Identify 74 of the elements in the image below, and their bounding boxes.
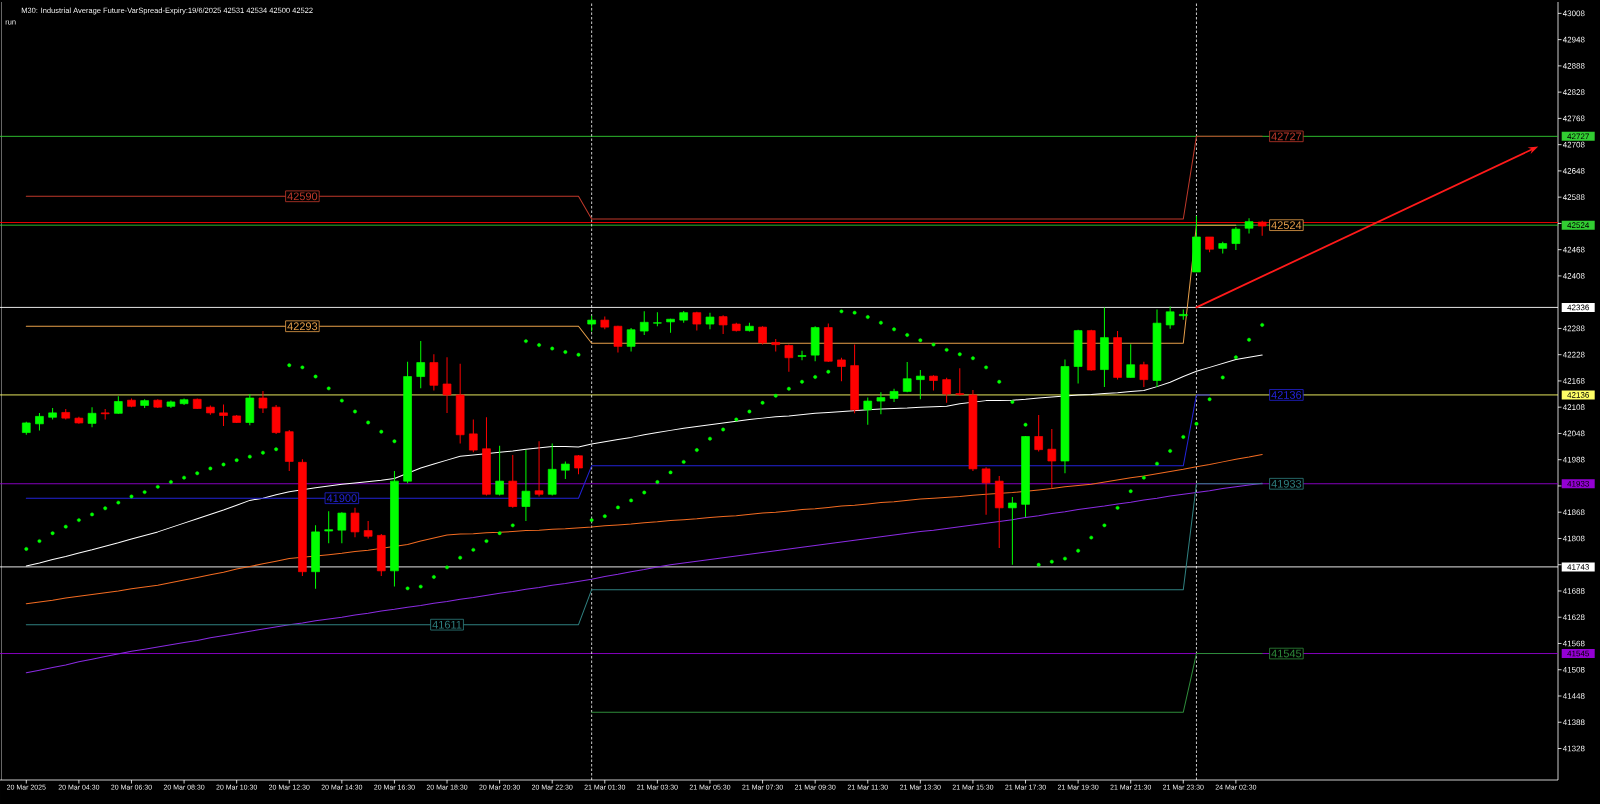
annotation: 42136	[1271, 391, 1302, 399]
candlestick	[469, 418, 478, 453]
y-tick-label: 41508	[1562, 666, 1585, 673]
candlestick	[442, 356, 452, 414]
candlestick	[784, 344, 794, 373]
candlestick	[718, 314, 728, 335]
y-tick-label: 42588	[1562, 194, 1585, 200]
candlestick	[87, 406, 97, 428]
candlestick	[837, 357, 846, 382]
ref-line-label: 41545	[1567, 650, 1589, 657]
annotation: 42524	[1271, 221, 1302, 230]
ref-line-label: 42524	[1567, 222, 1590, 228]
candlestick	[1126, 343, 1135, 378]
annotation: 41545	[1271, 649, 1302, 658]
y-tick-label: 41808	[1562, 535, 1585, 542]
y-tick-label: 41688	[1562, 588, 1585, 594]
candlestick	[495, 445, 504, 497]
candlestick	[1231, 226, 1241, 251]
candlestick	[1165, 306, 1175, 330]
candlestick	[863, 397, 873, 426]
y-tick-label: 42408	[1562, 273, 1585, 279]
y-tick-label: 42888	[1562, 63, 1585, 69]
candlestick	[324, 510, 333, 544]
ref-line-label: 42136	[1567, 392, 1589, 398]
candlestick	[916, 369, 925, 400]
candlestick	[258, 390, 268, 414]
candlestick	[981, 466, 991, 516]
candlestick	[639, 310, 649, 336]
ref-line-label: 41743	[1567, 564, 1589, 570]
y-tick-label: 43008	[1562, 10, 1585, 17]
candlestick	[1139, 361, 1149, 388]
y-tick-label: 42228	[1562, 351, 1585, 358]
y-tick-label: 42048	[1562, 430, 1585, 437]
candlestick	[902, 361, 912, 393]
annotation: 42727	[1271, 132, 1302, 141]
y-tick-label: 42288	[1562, 325, 1585, 332]
candlestick	[876, 391, 886, 415]
candlestick	[416, 340, 426, 389]
y-tick-label: 42948	[1562, 36, 1585, 43]
candlestick	[219, 404, 228, 427]
candlestick	[534, 440, 544, 497]
candlestick	[955, 367, 965, 397]
y-tick-label: 42168	[1562, 378, 1585, 384]
y-tick-label: 42708	[1562, 141, 1585, 148]
annotation: 41933	[1271, 479, 1302, 488]
y-tick-label: 41628	[1562, 614, 1585, 621]
y-tick-label: 41388	[1562, 719, 1585, 726]
candlestick	[1244, 217, 1254, 234]
candlestick	[337, 511, 347, 544]
y-tick-label: 42828	[1562, 89, 1585, 95]
y-tick-label: 42648	[1562, 168, 1585, 174]
ref-line-label: 41933	[1567, 480, 1589, 487]
y-tick-label: 41328	[1562, 745, 1585, 752]
candlestick	[521, 449, 531, 522]
candlestick	[1047, 428, 1057, 489]
candlestick	[1034, 414, 1043, 452]
y-tick-label: 41988	[1562, 456, 1585, 463]
y-tick-label: 41448	[1562, 693, 1585, 699]
candlestick	[1008, 496, 1017, 566]
ref-line-label: 42727	[1567, 133, 1589, 140]
candlestick	[797, 350, 807, 361]
candlestick	[626, 327, 636, 353]
y-tick-label: 41568	[1562, 640, 1585, 647]
ref-line-label: 42336	[1567, 304, 1589, 311]
y-tick-label: 42108	[1562, 404, 1585, 411]
candlestick	[429, 353, 439, 392]
y-tick-label: 42768	[1562, 115, 1585, 122]
y-tick-label: 42468	[1562, 246, 1585, 253]
candlestick	[363, 520, 373, 539]
candlestick	[613, 325, 623, 353]
y-tick-label: 41868	[1562, 509, 1585, 516]
candlestick	[942, 377, 951, 404]
candlestick	[758, 325, 767, 346]
candlestick	[350, 507, 360, 538]
